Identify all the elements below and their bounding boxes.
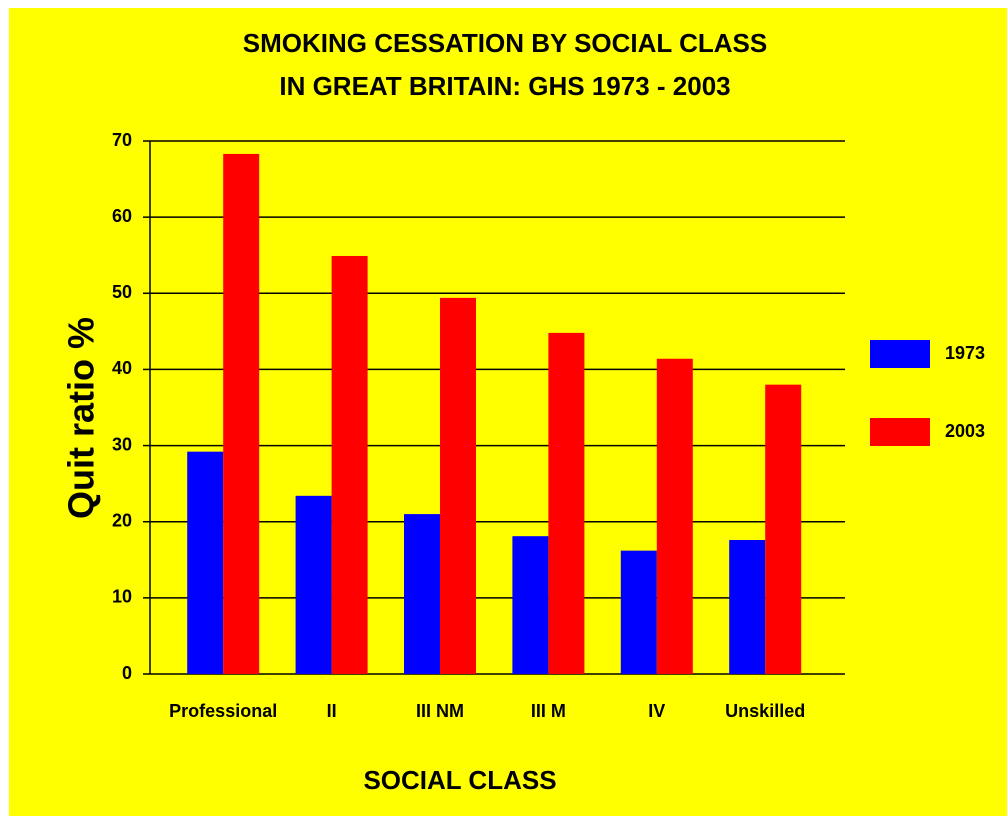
- bar: [223, 153, 260, 675]
- x-tick-label: Unskilled: [725, 701, 805, 721]
- x-tick-label: III NM: [416, 701, 464, 721]
- chart-title: IN GREAT BRITAIN: GHS 1973 - 2003: [279, 71, 730, 101]
- bar: [656, 358, 693, 674]
- y-tick-label: 0: [122, 663, 132, 683]
- bar: [729, 539, 766, 674]
- y-axis-label: Quit ratio %: [61, 317, 102, 519]
- bar: [548, 332, 585, 674]
- bar: [512, 536, 549, 674]
- bar: [331, 255, 368, 674]
- x-tick-label: III M: [531, 701, 566, 721]
- chart-background: [9, 8, 1007, 816]
- x-tick-label: Professional: [169, 701, 277, 721]
- x-tick-label: IV: [648, 701, 665, 721]
- y-tick-label: 50: [112, 282, 132, 302]
- y-tick-label: 70: [112, 130, 132, 150]
- legend-swatch: [870, 418, 930, 446]
- y-tick-label: 60: [112, 206, 132, 226]
- bar: [440, 297, 476, 674]
- y-tick-label: 40: [112, 358, 132, 378]
- bar: [620, 550, 657, 674]
- y-tick-label: 10: [112, 587, 132, 607]
- bar: [404, 514, 440, 674]
- bar: [765, 384, 802, 674]
- legend-label: 2003: [945, 421, 985, 441]
- x-tick-label: II: [327, 701, 337, 721]
- y-tick-label: 30: [112, 434, 132, 454]
- y-tick-label: 20: [112, 510, 132, 530]
- bar: [295, 495, 332, 674]
- legend-swatch: [870, 340, 930, 368]
- chart-title: SMOKING CESSATION BY SOCIAL CLASS: [243, 28, 767, 58]
- legend-label: 1973: [945, 343, 985, 363]
- bar: [187, 451, 224, 674]
- x-axis-label: SOCIAL CLASS: [363, 765, 556, 795]
